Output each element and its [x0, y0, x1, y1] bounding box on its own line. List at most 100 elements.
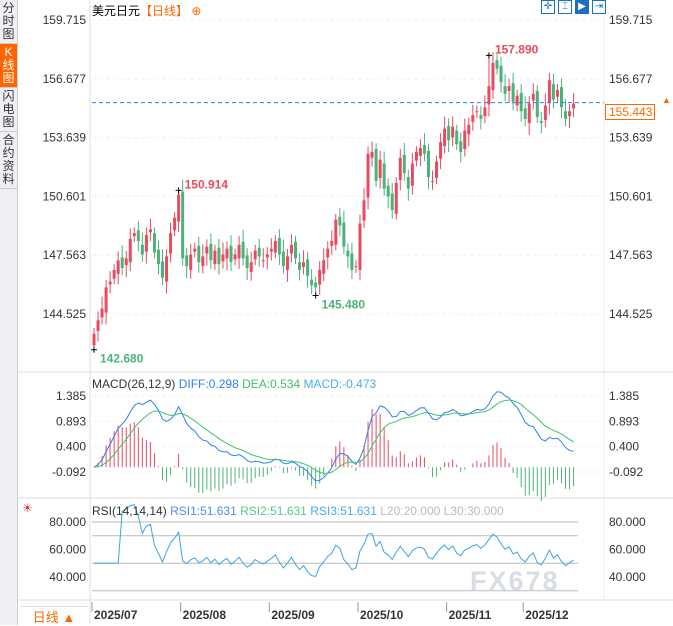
month-label: 2025/11 — [449, 608, 492, 622]
rsi-tick-right: 80.000 — [609, 515, 646, 529]
candle-body — [370, 151, 374, 158]
candle-body — [535, 90, 539, 118]
candle-body — [310, 279, 314, 286]
period-label[interactable]: 【日线】 — [140, 4, 189, 18]
candle-body — [241, 241, 245, 259]
price-tick-right: 144.525 — [609, 307, 653, 321]
candle-body — [237, 244, 241, 259]
jump-end-icon[interactable]: ⇥ — [592, 0, 606, 14]
candle-body — [253, 250, 257, 260]
candle-body — [100, 308, 104, 318]
rsi2: RSI2:51.631 — [240, 504, 307, 518]
candle-body — [92, 333, 96, 346]
chart-title: 美元日元【日线】 ⊕ — [92, 2, 201, 19]
extreme-marker — [175, 187, 182, 194]
sidebar-tab-flash[interactable]: 闪电图 — [0, 88, 17, 132]
extreme-marker — [485, 52, 492, 59]
candle-body — [431, 180, 435, 182]
candle-body — [225, 248, 229, 259]
candle-body — [499, 65, 503, 83]
macd-label: MACD(26,12,9) — [92, 377, 176, 391]
candle-body — [185, 255, 189, 267]
macd-tick-left: 0.400 — [56, 440, 86, 454]
sidebar-tab-contract-info[interactable]: 合约资料 — [0, 132, 17, 189]
candle-body — [302, 262, 306, 268]
rsi-tick-left: 80.000 — [49, 515, 86, 529]
sidebar-tab-kline[interactable]: K线图 — [0, 44, 17, 88]
month-label: 2025/09 — [271, 608, 315, 622]
candle-body — [326, 248, 330, 258]
price-tick-right: 150.601 — [609, 189, 653, 203]
candle-body — [531, 93, 535, 101]
candle-body — [358, 223, 362, 270]
candle-body — [148, 229, 152, 233]
macd-tick-left: -0.092 — [52, 465, 86, 479]
watermark: FX678 — [470, 566, 560, 596]
chevron-up-icon[interactable]: ▲ — [662, 95, 671, 105]
candle-body — [197, 245, 201, 263]
candle-body — [382, 163, 386, 189]
macd-dea-line — [93, 399, 574, 474]
macd-tick-left: 1.385 — [56, 389, 86, 403]
candle-body — [455, 130, 459, 145]
candle-body — [96, 320, 100, 331]
candle-body — [306, 259, 310, 276]
candle-body — [193, 248, 197, 252]
extreme-marker — [91, 346, 97, 353]
macd-diff-line — [93, 391, 574, 482]
candle-body — [104, 287, 108, 313]
candle-body — [479, 115, 483, 119]
macd-tick-right: 0.893 — [609, 414, 639, 428]
candle-body — [451, 126, 455, 138]
period-button[interactable]: 日线 ▲ — [20, 606, 88, 625]
price-tick-left: 150.601 — [43, 189, 87, 203]
candle-body — [402, 154, 406, 174]
candle-body — [435, 161, 439, 179]
candle-body — [217, 247, 221, 265]
rsi-tick-left: 60.000 — [49, 543, 86, 557]
sidebar-tab-timeshare[interactable]: 分时图 — [0, 0, 17, 44]
candle-body — [289, 244, 293, 254]
crosshair-icon[interactable]: ✛ — [541, 0, 555, 14]
candle-body — [156, 249, 160, 265]
candle-body — [342, 222, 346, 247]
candle-body — [406, 177, 410, 189]
candle-body — [330, 240, 334, 246]
candle-body — [152, 233, 156, 253]
candle-body — [229, 245, 233, 263]
candle-body — [447, 125, 451, 141]
candle-body — [418, 148, 422, 156]
price-tick-right: 147.563 — [609, 248, 653, 262]
macd-tick-left: 0.893 — [56, 414, 86, 428]
candle-body — [519, 92, 523, 112]
candle-body — [346, 250, 350, 257]
extreme-label: 150.914 — [185, 177, 229, 191]
candle-body — [161, 261, 165, 278]
candle-body — [277, 238, 281, 255]
candle-body — [245, 255, 249, 269]
sun-settings-icon[interactable]: ☀ — [22, 501, 33, 515]
candle-body — [294, 241, 297, 259]
candle-body — [467, 124, 471, 135]
price-tick-left: 147.563 — [43, 248, 87, 262]
extreme-label: 142.680 — [100, 352, 144, 366]
rsi-tick-right: 60.000 — [609, 543, 646, 557]
candle-body — [443, 128, 447, 147]
candle-body — [334, 219, 338, 245]
candle-body — [354, 266, 358, 268]
candle-body — [483, 107, 487, 117]
candle-body — [112, 269, 116, 279]
rsi-label: RSI(14,14,14) — [92, 504, 167, 518]
macd-tick-right: 1.385 — [609, 389, 639, 403]
candle-body — [495, 59, 499, 69]
candle-body — [269, 248, 273, 252]
extreme-marker — [312, 292, 319, 299]
circle-plus-icon[interactable]: ⊕ — [188, 4, 202, 18]
play-forward-icon[interactable]: ▶ — [575, 0, 589, 14]
candle-body — [439, 142, 443, 159]
candle-body — [398, 157, 402, 180]
candle-body — [527, 103, 531, 123]
zoom-range-icon[interactable]: ⌶ — [558, 0, 572, 14]
price-tick-left: 156.677 — [43, 72, 87, 86]
